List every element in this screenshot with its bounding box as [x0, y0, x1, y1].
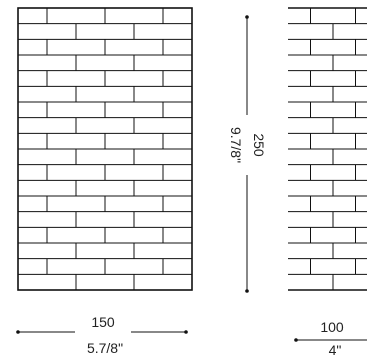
height-dimension: 250 9.7/8": [228, 15, 267, 293]
small-width-in-label: 4": [329, 342, 342, 358]
height-mm-label: 250: [251, 133, 267, 157]
small-width-dimension: 100 4": [294, 319, 367, 358]
large-width-mm-label: 150: [91, 314, 115, 330]
panel-border: [17, 7, 193, 291]
large-width-in-label: 5.7/8": [87, 340, 123, 356]
large-width-dimension: 150 5.7/8": [16, 314, 188, 356]
large-tile-panel: [17, 7, 193, 291]
small-tile-panel: [287, 7, 367, 291]
small-width-mm-label: 100: [320, 319, 344, 335]
panel-border: [287, 7, 367, 291]
height-in-label: 9.7/8": [228, 127, 244, 163]
